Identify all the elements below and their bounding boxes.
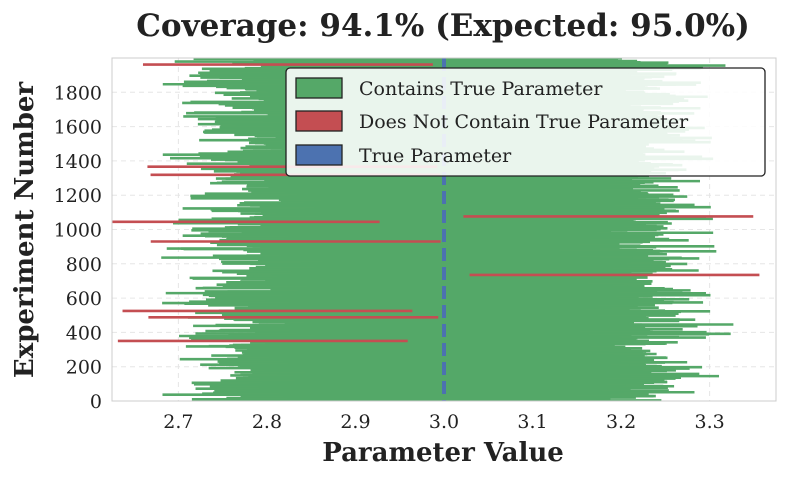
y-tick-label: 200 [66,357,102,379]
legend-swatch-true-parameter [295,144,343,166]
x-axis-label: Parameter Value [322,438,564,468]
y-tick-label: 1000 [54,220,102,242]
x-tick-label: 3.0 [429,411,459,433]
y-axis-label: Experiment Number [10,82,40,379]
x-tick-label: 2.7 [163,411,193,433]
x-tick-label: 2.8 [252,411,282,433]
plot-frame [111,57,777,402]
x-axis-ticks: 2.7 2.8 2.9 3.0 3.1 3.2 3.3 [163,411,724,433]
y-tick-label: 0 [90,391,102,413]
y-tick-label: 800 [66,254,102,276]
legend-swatch-misses [295,110,343,132]
chart-title: Coverage: 94.1% (Expected: 95.0%) [136,8,750,44]
legend: Contains True Parameter Does Not Contain… [285,67,766,177]
legend-label-misses: Does Not Contain True Parameter [359,111,689,133]
y-tick-label: 600 [66,288,102,310]
x-tick-label: 3.2 [606,411,636,433]
y-tick-label: 400 [66,322,102,344]
legend-swatch-contains [295,77,343,99]
legend-label-contains: Contains True Parameter [359,78,603,100]
y-axis-ticks: 0 200 400 600 800 1000 1200 1400 1600 1800 [54,82,102,413]
x-tick-label: 3.1 [517,411,547,433]
legend-label-true-parameter: True Parameter [359,145,512,167]
y-tick-label: 1400 [54,151,102,173]
y-tick-label: 1200 [54,185,102,207]
y-tick-label: 1800 [54,82,102,104]
y-tick-label: 1600 [54,117,102,139]
legend-box [285,67,766,177]
x-tick-label: 3.3 [694,411,724,433]
x-tick-label: 2.9 [340,411,370,433]
